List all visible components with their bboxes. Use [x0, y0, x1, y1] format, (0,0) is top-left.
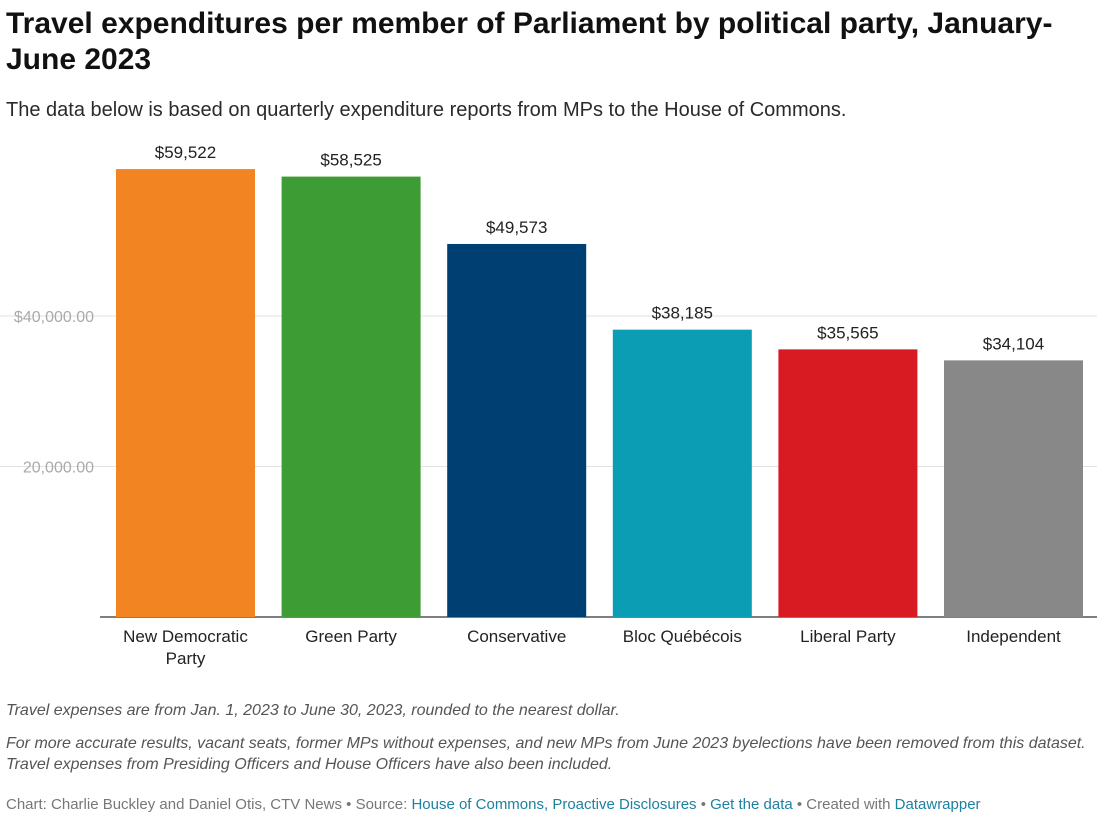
- value-label: $34,104: [983, 334, 1044, 353]
- category-label: Conservative: [467, 627, 566, 646]
- value-label: $38,185: [652, 304, 713, 323]
- footer-separator: •: [341, 796, 356, 813]
- bar: [778, 349, 918, 617]
- chart-subtitle: The data below is based on quarterly exp…: [6, 99, 847, 121]
- category-label: Green Party: [305, 627, 397, 646]
- bar: [447, 243, 587, 617]
- footer-source-prefix: Source:: [355, 796, 412, 813]
- y-tick-label: 20,000.00: [23, 460, 94, 477]
- category-label: Bloc Québécois: [623, 627, 742, 646]
- category-label: Independent: [966, 627, 1061, 646]
- value-label: $35,565: [817, 323, 878, 342]
- note-date-range: Travel expenses are from Jan. 1, 2023 to…: [6, 702, 620, 719]
- footer-authors: Charlie Buckley and Daniel Otis, CTV New…: [51, 796, 342, 813]
- get-data-link[interactable]: Get the data: [710, 796, 793, 813]
- chart-footer: Chart: Charlie Buckley and Daniel Otis, …: [6, 795, 1101, 815]
- source-link[interactable]: House of Commons, Proactive Disclosures: [411, 796, 697, 813]
- footer-created-prefix: Created with: [806, 796, 895, 813]
- category-label: Liberal Party: [800, 627, 896, 646]
- data-labels: $59,522 $58,525 $49,573 $38,185 $35,565 $34,1…: [155, 143, 1044, 353]
- value-label: $58,525: [320, 151, 381, 170]
- footer-separator: •: [792, 796, 807, 813]
- bars: [116, 169, 1083, 618]
- category-label: Party: [166, 649, 206, 668]
- chart-notes: Travel expenses are from Jan. 1, 2023 to…: [6, 700, 1101, 775]
- bar: [612, 329, 752, 617]
- category-label: New Democratic: [123, 627, 248, 646]
- category-labels: New Democratic Party Green Party Conservati…: [123, 627, 1061, 668]
- value-label: $59,522: [155, 143, 216, 162]
- bar: [116, 169, 255, 617]
- note-methodology: For more accurate results, vacant seats,…: [6, 735, 1086, 773]
- chart-title: Travel expenditures per member of Parlia…: [6, 7, 1053, 76]
- value-label: $49,573: [486, 218, 547, 237]
- datawrapper-link[interactable]: Datawrapper: [894, 796, 981, 813]
- footer-chart-prefix: Chart:: [6, 796, 52, 813]
- bar: [281, 176, 421, 618]
- bar-chart: 20,000.00 $40,000.00 $59,522 $58,525 $49,57…: [0, 143, 1097, 668]
- y-tick-label: $40,000.00: [14, 309, 94, 326]
- bar: [944, 360, 1083, 617]
- footer-separator: •: [696, 796, 711, 813]
